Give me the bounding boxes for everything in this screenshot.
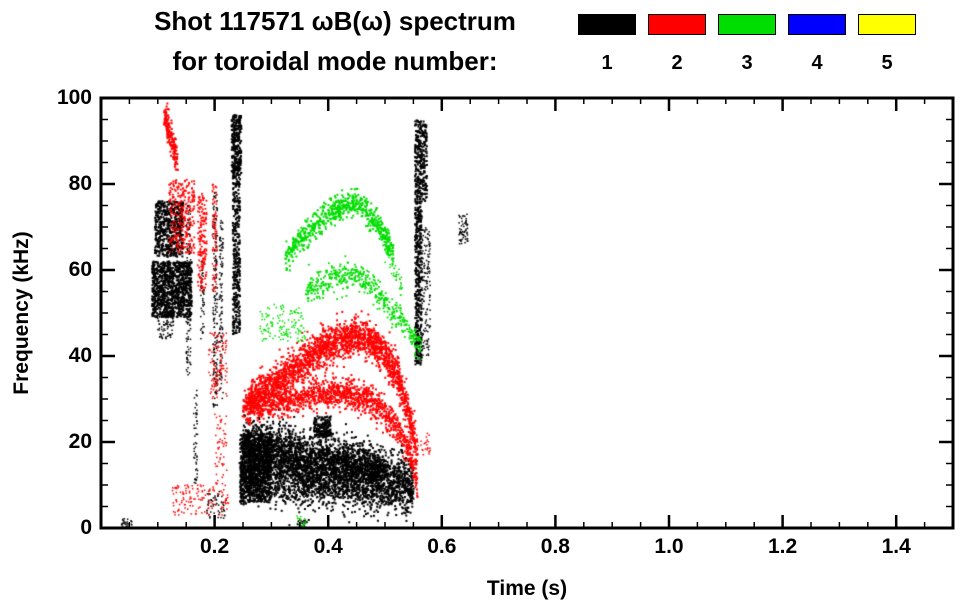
- x-tick-label-0.8: 0.8: [540, 535, 570, 558]
- x-tick-label-0.6: 0.6: [427, 535, 457, 558]
- x-tick-label-1.2: 1.2: [767, 535, 798, 558]
- legend-label-1: 1: [601, 52, 613, 74]
- legend-swatch-5: [858, 14, 916, 35]
- y-axis-title: Frequency (kHz): [10, 231, 33, 395]
- chart-title: Shot 117571 ωB(ω) spectrum: [154, 6, 516, 36]
- legend-label-4: 4: [811, 52, 823, 74]
- x-tick-label-0.2: 0.2: [199, 535, 230, 558]
- legend-label-3: 3: [741, 52, 753, 74]
- spectrum-canvas: [101, 98, 953, 528]
- legend-swatch-2: [648, 14, 706, 35]
- y-tick-label-60: 60: [68, 258, 92, 281]
- legend-swatch-4: [788, 14, 846, 35]
- y-tick-label-0: 0: [80, 516, 92, 539]
- x-tick-label-0.4: 0.4: [313, 535, 343, 558]
- y-tick-label-40: 40: [68, 344, 92, 367]
- legend-swatches: [578, 14, 916, 35]
- legend-swatch-3: [718, 14, 776, 35]
- x-axis-title: Time (s): [486, 577, 568, 600]
- y-tick-label-100: 100: [56, 86, 92, 109]
- legend-label-2: 2: [671, 52, 683, 74]
- x-tick-label-1.4: 1.4: [881, 535, 911, 558]
- legend-label-5: 5: [881, 52, 893, 74]
- legend-labels: 1 2 3 4 5: [578, 52, 916, 75]
- legend-swatch-1: [578, 14, 636, 35]
- y-tick-label-80: 80: [68, 172, 92, 195]
- x-tick-label-1.0: 1.0: [654, 535, 684, 558]
- y-tick-label-20: 20: [68, 430, 92, 453]
- chart-subtitle: for toroidal mode number:: [172, 46, 498, 76]
